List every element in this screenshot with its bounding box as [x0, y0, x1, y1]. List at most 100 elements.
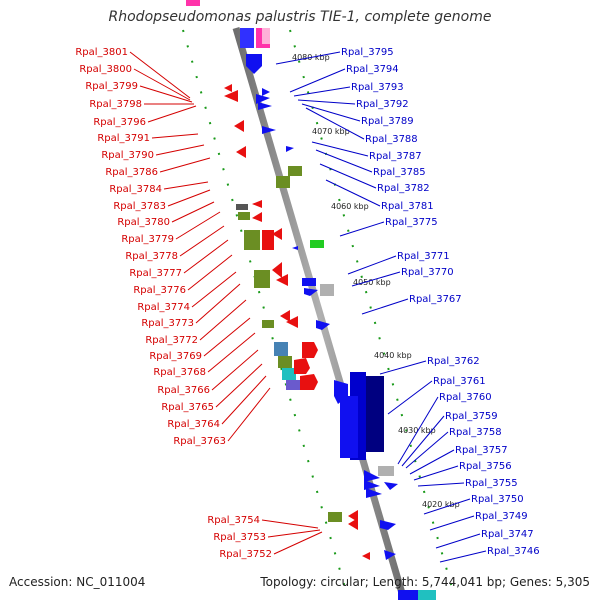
gene-arrow: [246, 54, 262, 74]
gene-block: [236, 204, 248, 210]
gene-label[interactable]: Rpal_3787: [369, 151, 422, 162]
gene-label[interactable]: Rpal_3774: [137, 302, 190, 313]
gene-block: [262, 28, 270, 44]
gene-label[interactable]: Rpal_3750: [471, 494, 524, 505]
gene-label[interactable]: Rpal_3785: [373, 167, 426, 178]
gene-label[interactable]: Rpal_3766: [157, 385, 210, 396]
gene-label[interactable]: Rpal_3746: [487, 546, 540, 557]
gene-label[interactable]: Rpal_3788: [365, 134, 418, 145]
gene-arrow: [362, 552, 370, 560]
gene-label[interactable]: Rpal_3776: [133, 285, 186, 296]
gene-label[interactable]: Rpal_3757: [455, 445, 508, 456]
gene-label[interactable]: Rpal_3755: [465, 478, 518, 489]
gene-label[interactable]: Rpal_3749: [475, 511, 528, 522]
gene-arrow: [348, 510, 358, 522]
gene-arrow: [286, 316, 298, 328]
gene-arrow: [302, 342, 318, 358]
gene-label[interactable]: Rpal_3798: [89, 99, 142, 110]
right-leaders: [275, 51, 487, 563]
gene-label[interactable]: Rpal_3765: [161, 402, 214, 413]
genome-title: Rhodopseudomonas palustris TIE-1, comple…: [108, 9, 492, 25]
right-gene-labels: Rpal_3795 Rpal_3794 Rpal_3793 Rpal_3792 …: [341, 47, 540, 557]
gene-label[interactable]: Rpal_3763: [173, 436, 226, 447]
gene-label[interactable]: Rpal_3761: [433, 376, 486, 387]
gene-label[interactable]: Rpal_3778: [125, 251, 178, 262]
gene-label[interactable]: Rpal_3779: [121, 234, 174, 245]
gene-label[interactable]: Rpal_3796: [93, 117, 146, 128]
gene-label[interactable]: Rpal_3747: [481, 529, 534, 540]
gene-arrow: [234, 120, 244, 132]
gene-label[interactable]: Rpal_3760: [439, 392, 492, 403]
gene-label[interactable]: Rpal_3784: [109, 184, 162, 195]
gene-label[interactable]: Rpal_3758: [449, 427, 502, 438]
gene-block: [398, 590, 420, 600]
gene-block: [378, 466, 394, 476]
kbp-label: 4040 kbp: [374, 351, 412, 360]
gene-label[interactable]: Rpal_3777: [129, 268, 182, 279]
gene-block: [276, 176, 290, 188]
gene-label[interactable]: Rpal_3789: [361, 116, 414, 127]
gene-label[interactable]: Rpal_3775: [385, 217, 438, 228]
gene-label[interactable]: Rpal_3753: [213, 532, 266, 543]
gene-arrow: [380, 520, 396, 530]
kbp-label: 4030 kbp: [398, 426, 436, 435]
gene-label[interactable]: Rpal_3782: [377, 183, 430, 194]
gene-glyphs: [186, 0, 436, 600]
gene-arrow: [316, 320, 330, 330]
gene-label[interactable]: Rpal_3790: [101, 150, 154, 161]
accession-text: Accession: NC_011004: [9, 575, 146, 589]
gene-label[interactable]: Rpal_3752: [219, 549, 272, 560]
gene-label[interactable]: Rpal_3795: [341, 47, 394, 58]
gene-label[interactable]: Rpal_3754: [207, 515, 260, 526]
gene-label[interactable]: Rpal_3773: [141, 318, 194, 329]
kbp-label: 4020 kbp: [422, 500, 460, 509]
gene-label[interactable]: Rpal_3800: [79, 64, 132, 75]
gene-arrow: [224, 90, 238, 102]
gene-block: [262, 230, 274, 250]
gene-block: [186, 0, 200, 6]
gene-arrow: [364, 480, 380, 490]
gene-label[interactable]: Rpal_3792: [356, 99, 409, 110]
gene-label[interactable]: Rpal_3801: [75, 47, 128, 58]
gene-label[interactable]: Rpal_3756: [459, 461, 512, 472]
gene-block: [254, 270, 270, 288]
gene-arrow: [262, 126, 276, 134]
gene-label[interactable]: Rpal_3786: [105, 167, 158, 178]
gene-label[interactable]: Rpal_3768: [153, 367, 206, 378]
kbp-label: 4050 kbp: [353, 278, 391, 287]
gene-label[interactable]: Rpal_3759: [445, 411, 498, 422]
gene-block: [244, 230, 260, 250]
gene-arrow: [304, 288, 318, 296]
gene-arrow: [384, 482, 398, 490]
gene-label[interactable]: Rpal_3767: [409, 294, 462, 305]
gene-label[interactable]: Rpal_3793: [351, 82, 404, 93]
gene-label[interactable]: Rpal_3780: [117, 217, 170, 228]
gene-block: [262, 320, 274, 328]
gene-arrow: [272, 262, 282, 278]
kbp-label: 4070 kbp: [312, 127, 350, 136]
gene-label[interactable]: Rpal_3781: [381, 201, 434, 212]
gene-label[interactable]: Rpal_3770: [401, 267, 454, 278]
gene-block: [286, 380, 300, 390]
gene-arrow: [258, 102, 272, 110]
gene-arrow: [256, 94, 270, 104]
gene-arrow: [262, 88, 270, 96]
genome-summary: Topology: circular; Length: 5,744,041 bp…: [260, 575, 590, 589]
gene-label[interactable]: Rpal_3772: [145, 335, 198, 346]
gene-label[interactable]: Rpal_3783: [113, 201, 166, 212]
gene-label[interactable]: Rpal_3764: [167, 419, 220, 430]
gene-block: [310, 240, 324, 248]
gene-label[interactable]: Rpal_3791: [97, 133, 150, 144]
gene-label[interactable]: Rpal_3769: [149, 351, 202, 362]
gene-block: [238, 212, 250, 220]
kbp-label: 4060 kbp: [331, 202, 369, 211]
gene-label[interactable]: Rpal_3762: [427, 356, 480, 367]
gene-arrow: [294, 358, 310, 374]
left-gene-labels: Rpal_3801 Rpal_3800 Rpal_3799 Rpal_3798 …: [75, 47, 272, 560]
gene-label[interactable]: Rpal_3794: [346, 64, 399, 75]
gene-label[interactable]: Rpal_3799: [85, 81, 138, 92]
gene-block: [274, 342, 288, 356]
gene-label[interactable]: Rpal_3771: [397, 251, 450, 262]
gene-block: [240, 28, 254, 48]
